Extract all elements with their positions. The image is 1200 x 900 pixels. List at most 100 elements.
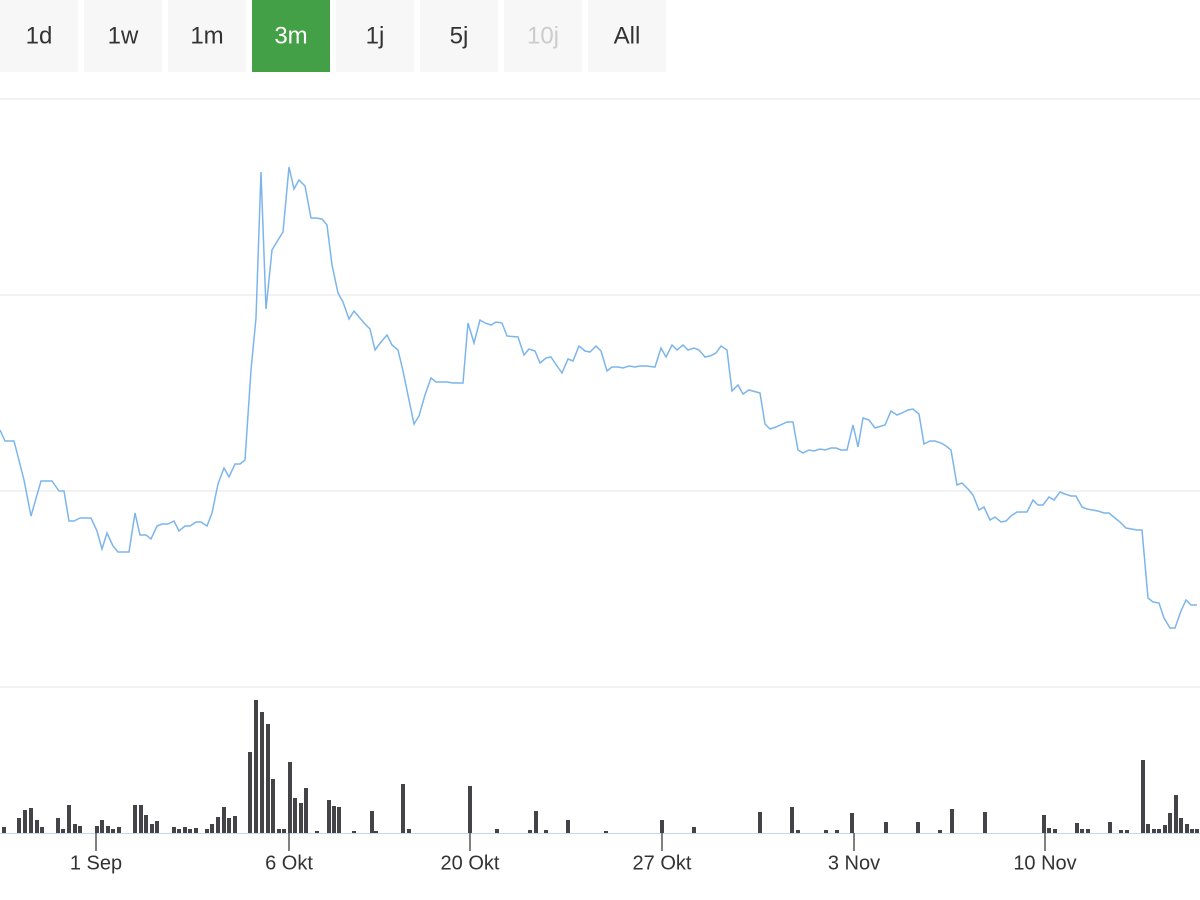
volume-bar	[374, 831, 378, 833]
volume-bar	[106, 826, 110, 833]
volume-bar	[604, 831, 608, 833]
volume-bar	[1080, 829, 1084, 833]
volume-bar	[194, 828, 198, 833]
volume-bar	[495, 829, 499, 833]
volume-bar	[210, 824, 214, 833]
volume-bar	[332, 806, 336, 833]
range-button[interactable]	[252, 0, 330, 72]
range-button[interactable]	[420, 0, 498, 72]
range-button-label: 1d	[26, 22, 53, 49]
volume-bar	[248, 752, 252, 833]
volume-bar	[1047, 828, 1051, 833]
volume-bar	[150, 824, 154, 833]
volume-bar	[2, 827, 6, 833]
volume-bar	[277, 829, 281, 833]
volume-bar	[144, 815, 148, 833]
volume-bar	[1042, 815, 1046, 833]
x-tick-label: 20 Okt	[441, 852, 500, 874]
price-line	[0, 166, 1197, 629]
range-button[interactable]	[336, 0, 414, 72]
volume-bar	[1125, 830, 1129, 833]
x-tick-label: 3 Nov	[828, 852, 880, 874]
volume-bar	[222, 807, 226, 833]
volume-bar	[117, 827, 121, 833]
range-button-label: 3m	[274, 22, 307, 49]
x-tick-label: 27 Okt	[633, 852, 692, 874]
volume-bar	[1174, 795, 1178, 833]
volume-bar	[23, 810, 27, 833]
range-button[interactable]	[168, 0, 246, 72]
volume-bar	[983, 812, 987, 833]
range-button[interactable]	[588, 0, 666, 72]
volume-bar	[534, 811, 538, 833]
x-tick-label: 1 Sep	[70, 852, 122, 874]
volume-bar	[566, 820, 570, 833]
volume-bar	[183, 827, 187, 833]
volume-bar	[1152, 829, 1156, 833]
volume-bar	[282, 829, 286, 833]
volume-bar	[254, 700, 258, 833]
range-button-label: 1m	[190, 22, 223, 49]
volume-bar	[950, 809, 954, 833]
range-button-label: 5j	[450, 22, 469, 49]
volume-bar	[544, 830, 548, 833]
range-button-label: All	[614, 22, 641, 49]
volume-bar	[938, 830, 942, 833]
volume-bar	[1195, 829, 1199, 833]
volume-bar	[850, 813, 854, 833]
volume-bar	[299, 803, 303, 833]
volume-bar	[790, 807, 794, 833]
volume-bar	[824, 830, 828, 833]
volume-bar	[1086, 829, 1090, 833]
volume-bar	[1119, 830, 1123, 833]
volume-bar	[35, 820, 39, 833]
range-button	[504, 0, 582, 72]
volume-bar	[660, 820, 664, 833]
volume-bar	[155, 821, 159, 833]
volume-bar	[56, 818, 60, 833]
volume-bar	[1075, 823, 1079, 833]
volume-bar	[133, 805, 137, 833]
volume-bar	[271, 779, 275, 833]
volume-bar	[216, 817, 220, 833]
volume-bar	[95, 826, 99, 833]
range-button-label: 1j	[366, 22, 385, 49]
volume-bar	[352, 831, 356, 833]
volume-bar	[692, 827, 696, 833]
volume-bar	[17, 818, 21, 833]
volume-bar	[288, 762, 292, 833]
volume-bar	[61, 829, 65, 833]
volume-bar	[233, 816, 237, 833]
volume-bar	[327, 800, 331, 833]
volume-bar	[67, 805, 71, 833]
volume-bar	[315, 831, 319, 833]
volume-bar	[1108, 822, 1112, 833]
volume-bar	[73, 824, 77, 833]
volume-bar	[227, 818, 231, 833]
volume-bar	[111, 829, 115, 833]
range-button-label: 1w	[108, 22, 139, 49]
volume-bar	[758, 812, 762, 833]
volume-bar	[1190, 829, 1194, 833]
volume-bar	[293, 798, 297, 833]
volume-bar	[177, 829, 181, 833]
volume-bar	[172, 827, 176, 833]
volume-bar	[1179, 818, 1183, 833]
volume-bar	[1141, 760, 1145, 833]
volume-bar	[1185, 824, 1189, 833]
volume-bar	[407, 829, 411, 833]
volume-bar	[1146, 824, 1150, 833]
range-button[interactable]	[84, 0, 162, 72]
volume-bar	[884, 822, 888, 833]
volume-bar	[78, 826, 82, 833]
volume-bar	[528, 830, 532, 833]
volume-bar	[916, 822, 920, 833]
volume-bar	[1157, 829, 1161, 833]
x-tick-label: 6 Okt	[265, 852, 313, 874]
volume-bar	[468, 786, 472, 833]
volume-bar	[401, 784, 405, 833]
volume-bar	[1168, 813, 1172, 833]
range-button[interactable]	[0, 0, 78, 72]
volume-bar	[139, 805, 143, 833]
volume-bar	[40, 827, 44, 833]
